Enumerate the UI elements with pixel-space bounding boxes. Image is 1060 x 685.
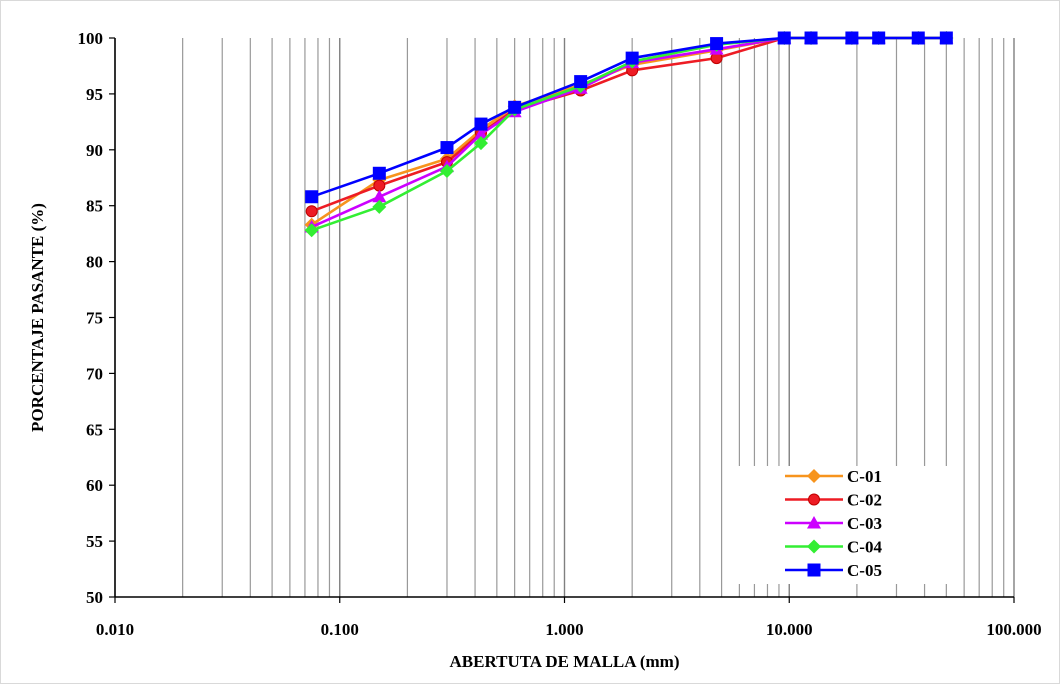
data-point bbox=[372, 199, 387, 214]
axes: 50 55 60 65 70 75 80 85 90 95 100 0.010 0.100 1.000 10… bbox=[78, 29, 1042, 639]
data-point bbox=[439, 164, 454, 179]
data-point bbox=[939, 31, 953, 45]
x-tick-label: 1.000 bbox=[545, 620, 583, 639]
legend-item: C-02 bbox=[785, 491, 882, 510]
legend-marker bbox=[808, 493, 820, 506]
data-point bbox=[845, 31, 859, 45]
legend-marker bbox=[807, 469, 821, 483]
data-point bbox=[625, 51, 639, 65]
series-layer bbox=[304, 31, 954, 238]
data-point bbox=[372, 189, 387, 203]
legend-label: C-05 bbox=[847, 561, 882, 580]
y-tick-label: 70 bbox=[86, 364, 103, 383]
legend-label: C-04 bbox=[847, 538, 882, 557]
y-tick-label: 55 bbox=[86, 532, 103, 551]
legend-label: C-03 bbox=[847, 514, 882, 533]
data-point bbox=[305, 205, 318, 218]
data-point bbox=[473, 127, 488, 140]
data-point bbox=[304, 223, 319, 238]
data-point bbox=[777, 31, 791, 45]
data-point bbox=[372, 166, 386, 180]
y-tick-label: 80 bbox=[86, 253, 103, 272]
legend-item: C-05 bbox=[785, 561, 882, 580]
x-tick-label: 0.100 bbox=[321, 620, 359, 639]
data-point bbox=[440, 141, 454, 155]
y-tick-label: 75 bbox=[86, 309, 103, 328]
y-tick-label: 85 bbox=[86, 197, 103, 216]
y-tick-label: 65 bbox=[86, 420, 103, 439]
data-point bbox=[804, 31, 818, 45]
x-tick-label: 100.000 bbox=[986, 620, 1041, 639]
y-tick-label: 95 bbox=[86, 85, 103, 104]
legend-marker bbox=[807, 539, 821, 554]
data-point bbox=[373, 179, 386, 192]
x-tick-label: 10.000 bbox=[766, 620, 813, 639]
data-point bbox=[911, 31, 925, 45]
data-point bbox=[710, 37, 724, 51]
legend-item: C-04 bbox=[785, 538, 882, 557]
legend-label: C-02 bbox=[847, 491, 882, 510]
data-point bbox=[872, 31, 886, 45]
data-point bbox=[473, 136, 488, 151]
data-point bbox=[305, 190, 319, 204]
x-axis-title: ABERTUTA DE MALLA (mm) bbox=[449, 652, 679, 671]
y-tick-label: 90 bbox=[86, 141, 103, 160]
legend-marker bbox=[807, 563, 821, 577]
legend-box bbox=[724, 466, 956, 584]
legend: C-01 C-02 C-03 C-04 C-05 bbox=[724, 466, 956, 584]
data-point bbox=[474, 117, 488, 131]
legend-marker bbox=[807, 516, 821, 529]
data-point bbox=[574, 75, 588, 89]
y-tick-label: 100 bbox=[78, 29, 104, 48]
legend-label: C-01 bbox=[847, 467, 882, 486]
x-tick-label: 0.010 bbox=[96, 620, 134, 639]
series-c-05 bbox=[305, 31, 953, 204]
legend-item: C-03 bbox=[785, 514, 882, 533]
data-point bbox=[508, 100, 522, 114]
legend-item: C-01 bbox=[785, 467, 882, 486]
y-tick-label: 50 bbox=[86, 588, 103, 607]
y-tick-label: 60 bbox=[86, 476, 103, 495]
y-axis-title: PORCENTAJE PASANTE (%) bbox=[28, 203, 47, 432]
